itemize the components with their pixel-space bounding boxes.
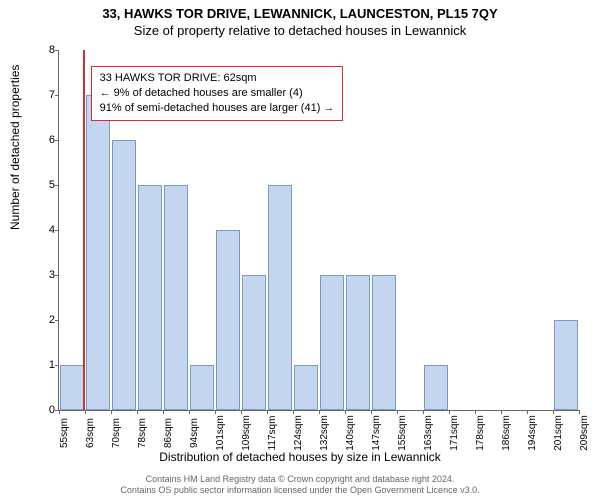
histogram-bar <box>86 95 110 410</box>
x-axis-label: Distribution of detached houses by size … <box>0 450 600 464</box>
x-tick-label: 186sqm <box>501 415 512 451</box>
y-tick-label: 6 <box>31 134 55 146</box>
histogram-bar <box>242 275 266 410</box>
x-tick-mark <box>111 410 112 414</box>
y-tick-label: 3 <box>31 269 55 281</box>
x-tick-label: 101sqm <box>215 415 226 451</box>
y-axis-label: Number of detached properties <box>8 65 22 230</box>
x-tick-label: 155sqm <box>397 415 408 451</box>
y-tick-mark <box>55 320 59 321</box>
x-tick-mark <box>527 410 528 414</box>
x-tick-label: 140sqm <box>345 415 356 451</box>
info-line-2: ← 9% of detached houses are smaller (4) <box>100 86 335 101</box>
x-tick-mark <box>215 410 216 414</box>
x-tick-label: 194sqm <box>527 415 538 451</box>
x-tick-mark <box>293 410 294 414</box>
x-tick-label: 171sqm <box>449 415 460 451</box>
histogram-bar <box>346 275 370 410</box>
info-line-1: 33 HAWKS TOR DRIVE: 62sqm <box>100 71 335 86</box>
x-tick-mark <box>553 410 554 414</box>
y-tick-mark <box>55 50 59 51</box>
y-tick-mark <box>55 185 59 186</box>
x-tick-label: 70sqm <box>111 418 122 448</box>
x-tick-label: 94sqm <box>189 418 200 448</box>
info-line-3: 91% of semi-detached houses are larger (… <box>100 101 335 116</box>
histogram-bar <box>60 365 84 410</box>
footer-line-1: Contains HM Land Registry data © Crown c… <box>0 474 600 485</box>
y-tick-mark <box>55 230 59 231</box>
histogram-bar <box>268 185 292 410</box>
y-tick-label: 7 <box>31 89 55 101</box>
x-tick-mark <box>85 410 86 414</box>
x-tick-mark <box>267 410 268 414</box>
histogram-bar <box>294 365 318 410</box>
histogram-bar <box>190 365 214 410</box>
x-tick-label: 201sqm <box>553 415 564 451</box>
x-tick-mark <box>137 410 138 414</box>
plot-region: 01234567855sqm63sqm70sqm78sqm86sqm94sqm1… <box>58 50 579 411</box>
x-tick-label: 78sqm <box>137 418 148 448</box>
x-tick-mark <box>59 410 60 414</box>
histogram-bar <box>112 140 136 410</box>
x-tick-label: 86sqm <box>163 418 174 448</box>
x-tick-mark <box>163 410 164 414</box>
x-tick-label: 109sqm <box>241 415 252 451</box>
x-tick-label: 209sqm <box>579 415 590 451</box>
x-tick-mark <box>189 410 190 414</box>
x-tick-mark <box>579 410 580 414</box>
y-tick-label: 4 <box>31 224 55 236</box>
x-tick-label: 55sqm <box>59 418 70 448</box>
reference-line <box>83 50 85 410</box>
footer-attribution: Contains HM Land Registry data © Crown c… <box>0 474 600 497</box>
histogram-bar <box>424 365 448 410</box>
y-tick-label: 5 <box>31 179 55 191</box>
y-tick-label: 2 <box>31 314 55 326</box>
x-tick-mark <box>241 410 242 414</box>
x-tick-label: 132sqm <box>319 415 330 451</box>
histogram-bar <box>164 185 188 410</box>
chart-area: 01234567855sqm63sqm70sqm78sqm86sqm94sqm1… <box>58 50 578 410</box>
x-tick-label: 63sqm <box>85 418 96 448</box>
histogram-bar <box>372 275 396 410</box>
histogram-bar <box>554 320 578 410</box>
x-tick-mark <box>319 410 320 414</box>
y-tick-label: 8 <box>31 44 55 56</box>
y-tick-mark <box>55 95 59 96</box>
x-tick-label: 117sqm <box>267 416 278 451</box>
y-tick-mark <box>55 275 59 276</box>
histogram-bar <box>320 275 344 410</box>
info-box: 33 HAWKS TOR DRIVE: 62sqm← 9% of detache… <box>91 66 344 121</box>
footer-line-2: Contains OS public sector information li… <box>0 485 600 496</box>
x-tick-mark <box>475 410 476 414</box>
histogram-bar <box>216 230 240 410</box>
x-tick-label: 163sqm <box>423 415 434 451</box>
page-subtitle: Size of property relative to detached ho… <box>0 21 600 38</box>
y-tick-label: 0 <box>31 404 55 416</box>
histogram-bar <box>138 185 162 410</box>
x-tick-mark <box>345 410 346 414</box>
y-tick-mark <box>55 365 59 366</box>
x-tick-mark <box>501 410 502 414</box>
x-tick-mark <box>423 410 424 414</box>
x-tick-label: 147sqm <box>371 415 382 451</box>
y-tick-label: 1 <box>31 359 55 371</box>
x-tick-label: 124sqm <box>293 415 304 451</box>
chart-container: 33, HAWKS TOR DRIVE, LEWANNICK, LAUNCEST… <box>0 0 600 500</box>
x-tick-mark <box>397 410 398 414</box>
x-tick-mark <box>371 410 372 414</box>
x-tick-label: 178sqm <box>475 415 486 451</box>
page-title: 33, HAWKS TOR DRIVE, LEWANNICK, LAUNCEST… <box>0 0 600 21</box>
x-tick-mark <box>449 410 450 414</box>
y-tick-mark <box>55 140 59 141</box>
